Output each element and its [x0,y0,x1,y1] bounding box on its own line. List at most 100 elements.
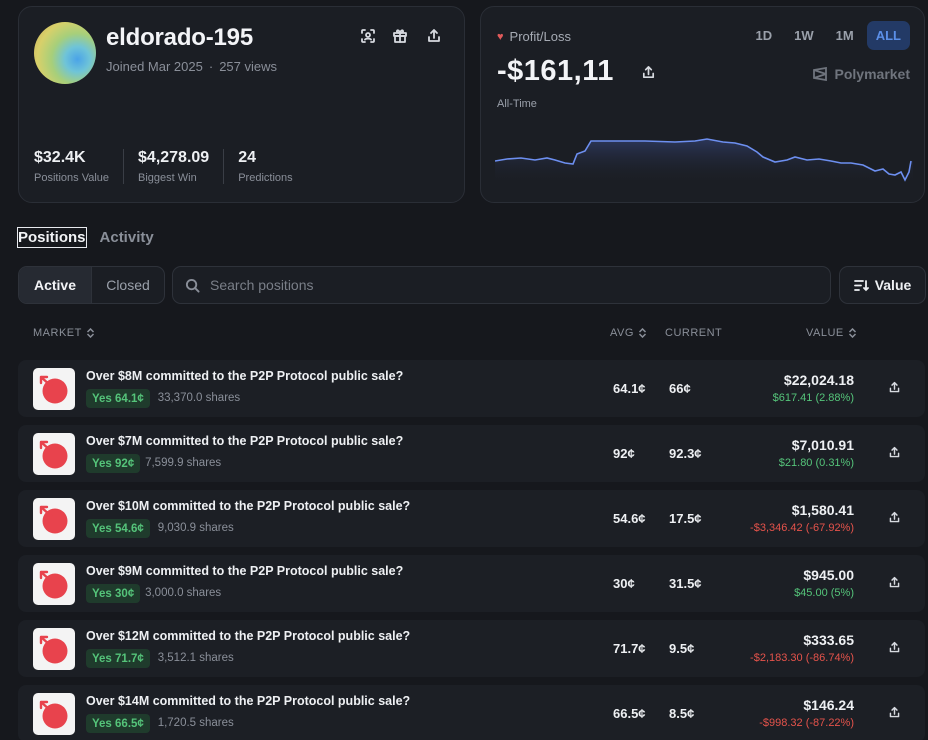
avg-price: 30¢ [613,576,635,591]
profile-card: eldorado-195 Joined Mar 2025 · 257 views $… [18,6,465,203]
table-row[interactable]: Over $10M committed to the P2P Protocol … [18,490,925,547]
search-box [172,266,831,304]
gift-icon[interactable] [391,27,409,45]
stat-label: Positions Value [34,172,110,184]
column-label: AVG [610,327,634,339]
position-pnl: -$2,183.30 (-86.74%) [750,652,854,664]
position-value: $22,024.18 [783,372,854,388]
share-icon[interactable] [888,576,902,590]
share-icon[interactable] [888,446,902,460]
share-count: 3,512.1 shares [157,652,234,664]
search-input[interactable] [210,277,810,293]
share-icon[interactable] [425,27,443,45]
range-tab-1d[interactable]: 1D [755,28,773,43]
pnl-chart-line [495,138,912,182]
market-icon [33,693,75,735]
outcome-pill: Yes 92¢ [86,454,141,473]
outcome-pill: Yes 54.6¢ [86,519,150,538]
range-tab-all[interactable]: ALL [866,21,910,50]
position-pnl: -$3,346.42 (-67.92%) [750,522,854,534]
share-icon[interactable] [888,641,902,655]
sort-button[interactable]: Value [839,266,926,304]
range-tab-1m[interactable]: 1M [835,28,854,43]
position-value: $1,580.41 [791,502,854,518]
market-title[interactable]: Over $12M committed to the P2P Protocol … [86,629,411,643]
table-row[interactable]: Over $8M committed to the P2P Protocol p… [18,360,925,417]
filter-closed-button[interactable]: Closed [106,277,150,293]
pnl-period: All-Time [497,98,537,110]
tab-activity[interactable]: Activity [99,229,154,246]
column-label: CURRENT [665,327,723,339]
stat-value: 24 [238,149,256,166]
stat-predictions: 24 Predictions [238,149,306,184]
view-count: 257 views [219,59,277,74]
sort-icon [853,279,869,291]
share-icon[interactable] [888,511,902,525]
column-header-value[interactable]: VALUE [806,327,857,339]
tab-positions[interactable]: Positions [17,227,87,248]
stat-label: Predictions [238,172,293,184]
range-tab-1w[interactable]: 1W [794,28,814,43]
market-icon [33,368,75,410]
stat-biggest-win: $4,278.09 Biggest Win [138,149,225,184]
position-value: $7,010.91 [791,437,854,453]
column-header-market[interactable]: MARKET [33,327,95,339]
market-icon [33,628,75,670]
market-title[interactable]: Over $7M committed to the P2P Protocol p… [86,434,404,448]
p2p-logo-icon [39,440,68,469]
pnl-card: ♥ Profit/Loss -$161,11 1D 1W 1M ALL Poly… [480,6,925,203]
table-row[interactable]: Over $9M committed to the P2P Protocol p… [18,555,925,612]
market-icon [33,498,75,540]
sort-arrows-icon [848,328,856,338]
filter-active-button[interactable]: Active [19,267,92,303]
share-icon[interactable] [888,706,902,720]
outcome-pill: Yes 66.5¢ [86,714,150,733]
position-pnl: $21.80 (0.31%) [778,457,854,469]
share-icon[interactable] [641,65,656,85]
share-count: 9,030.9 shares [157,522,234,534]
avg-price: 64.1¢ [613,381,646,396]
pnl-value: -$161,11 [497,55,614,87]
current-price: 8.5¢ [669,706,695,721]
share-count: 3,000.0 shares [145,587,222,599]
profile-stats: $32.4K Positions Value $4,278.09 Biggest… [34,149,321,184]
avg-price: 71.7¢ [613,641,646,656]
column-header-current: CURRENT [665,327,722,339]
status-filter: Active Closed [18,266,165,304]
brand-name: Polymarket [834,66,910,82]
stat-label: Biggest Win [138,172,197,184]
stat-value: $32.4K [34,149,86,166]
p2p-logo-icon [39,375,68,404]
pnl-label: ♥ Profit/Loss [497,29,571,44]
table-row[interactable]: Over $12M committed to the P2P Protocol … [18,620,925,677]
position-value: $333.65 [803,632,854,648]
market-icon [33,433,75,475]
sort-arrows-icon [638,328,646,338]
stat-value: $4,278.09 [138,149,210,166]
market-title[interactable]: Over $10M committed to the P2P Protocol … [86,499,411,513]
share-icon[interactable] [888,381,902,395]
table-row[interactable]: Over $7M committed to the P2P Protocol p… [18,425,925,482]
scan-icon[interactable] [359,27,377,45]
avg-price: 54.6¢ [613,511,646,526]
username: eldorado-195 [106,24,253,51]
sort-label: Value [874,277,912,293]
table-row[interactable]: Over $14M committed to the P2P Protocol … [18,685,925,740]
share-count: 1,720.5 shares [157,717,234,729]
profile-meta: Joined Mar 2025 · 257 views [106,59,277,74]
polymarket-logo: Polymarket [812,66,910,82]
market-title[interactable]: Over $14M committed to the P2P Protocol … [86,694,411,708]
search-icon [185,278,200,293]
sort-arrows-icon [86,328,94,338]
p2p-logo-icon [39,505,68,534]
column-label: VALUE [806,327,844,339]
market-title[interactable]: Over $8M committed to the P2P Protocol p… [86,369,404,383]
market-title[interactable]: Over $9M committed to the P2P Protocol p… [86,564,404,578]
avatar[interactable] [34,22,96,84]
position-pnl: -$998.32 (-87.22%) [759,717,854,729]
share-count: 7,599.9 shares [145,457,222,469]
position-pnl: $617.41 (2.88%) [772,392,854,404]
market-icon [33,563,75,605]
positions-tabs: Positions Activity [17,227,154,248]
column-header-avg[interactable]: AVG [610,327,647,339]
